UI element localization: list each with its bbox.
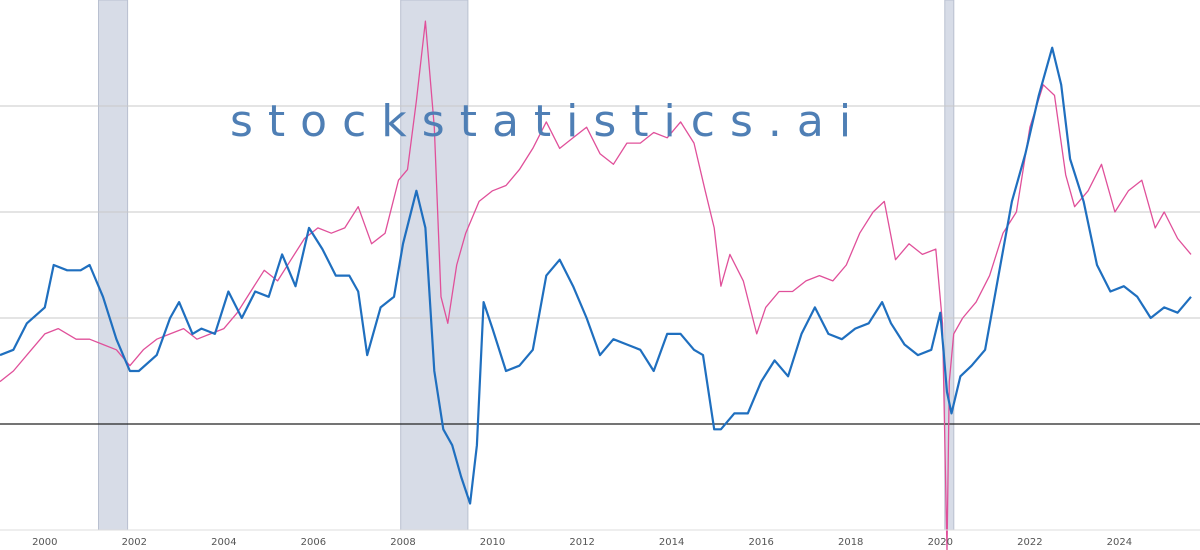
watermark-layer: stockstatistics.ai [230,96,866,147]
x-tick-label: 2024 [1107,537,1132,548]
x-axis: 2000 2002 2004 2006 2008 2010 2012 2014 2016 2018… [0,529,1200,548]
x-tick-label: 2022 [1017,537,1042,548]
gridlines [0,105,1200,319]
x-tick-label: 2008 [390,537,415,548]
x-tick-label: 2006 [301,537,326,548]
series-lines [0,20,1192,550]
x-tick-label: 2000 [32,537,57,548]
x-tick-label: 2012 [569,537,594,548]
series-line-blue [0,46,1192,505]
recession-band-1 [98,0,129,531]
x-tick-label: 2018 [838,537,863,548]
x-tick-label: 2016 [748,537,773,548]
recession-band-3 [944,0,955,531]
x-tick-label: 2014 [659,537,684,548]
watermark: stockstatistics.ai [230,96,866,147]
x-tick-label: 2010 [480,537,505,548]
x-tick-label: 2020 [928,537,953,548]
x-tick-label: 2004 [211,537,236,548]
recession-band-2 [400,0,469,531]
recession-bands [98,0,955,531]
series-line-pink [0,20,1192,550]
x-tick-label: 2002 [122,537,147,548]
